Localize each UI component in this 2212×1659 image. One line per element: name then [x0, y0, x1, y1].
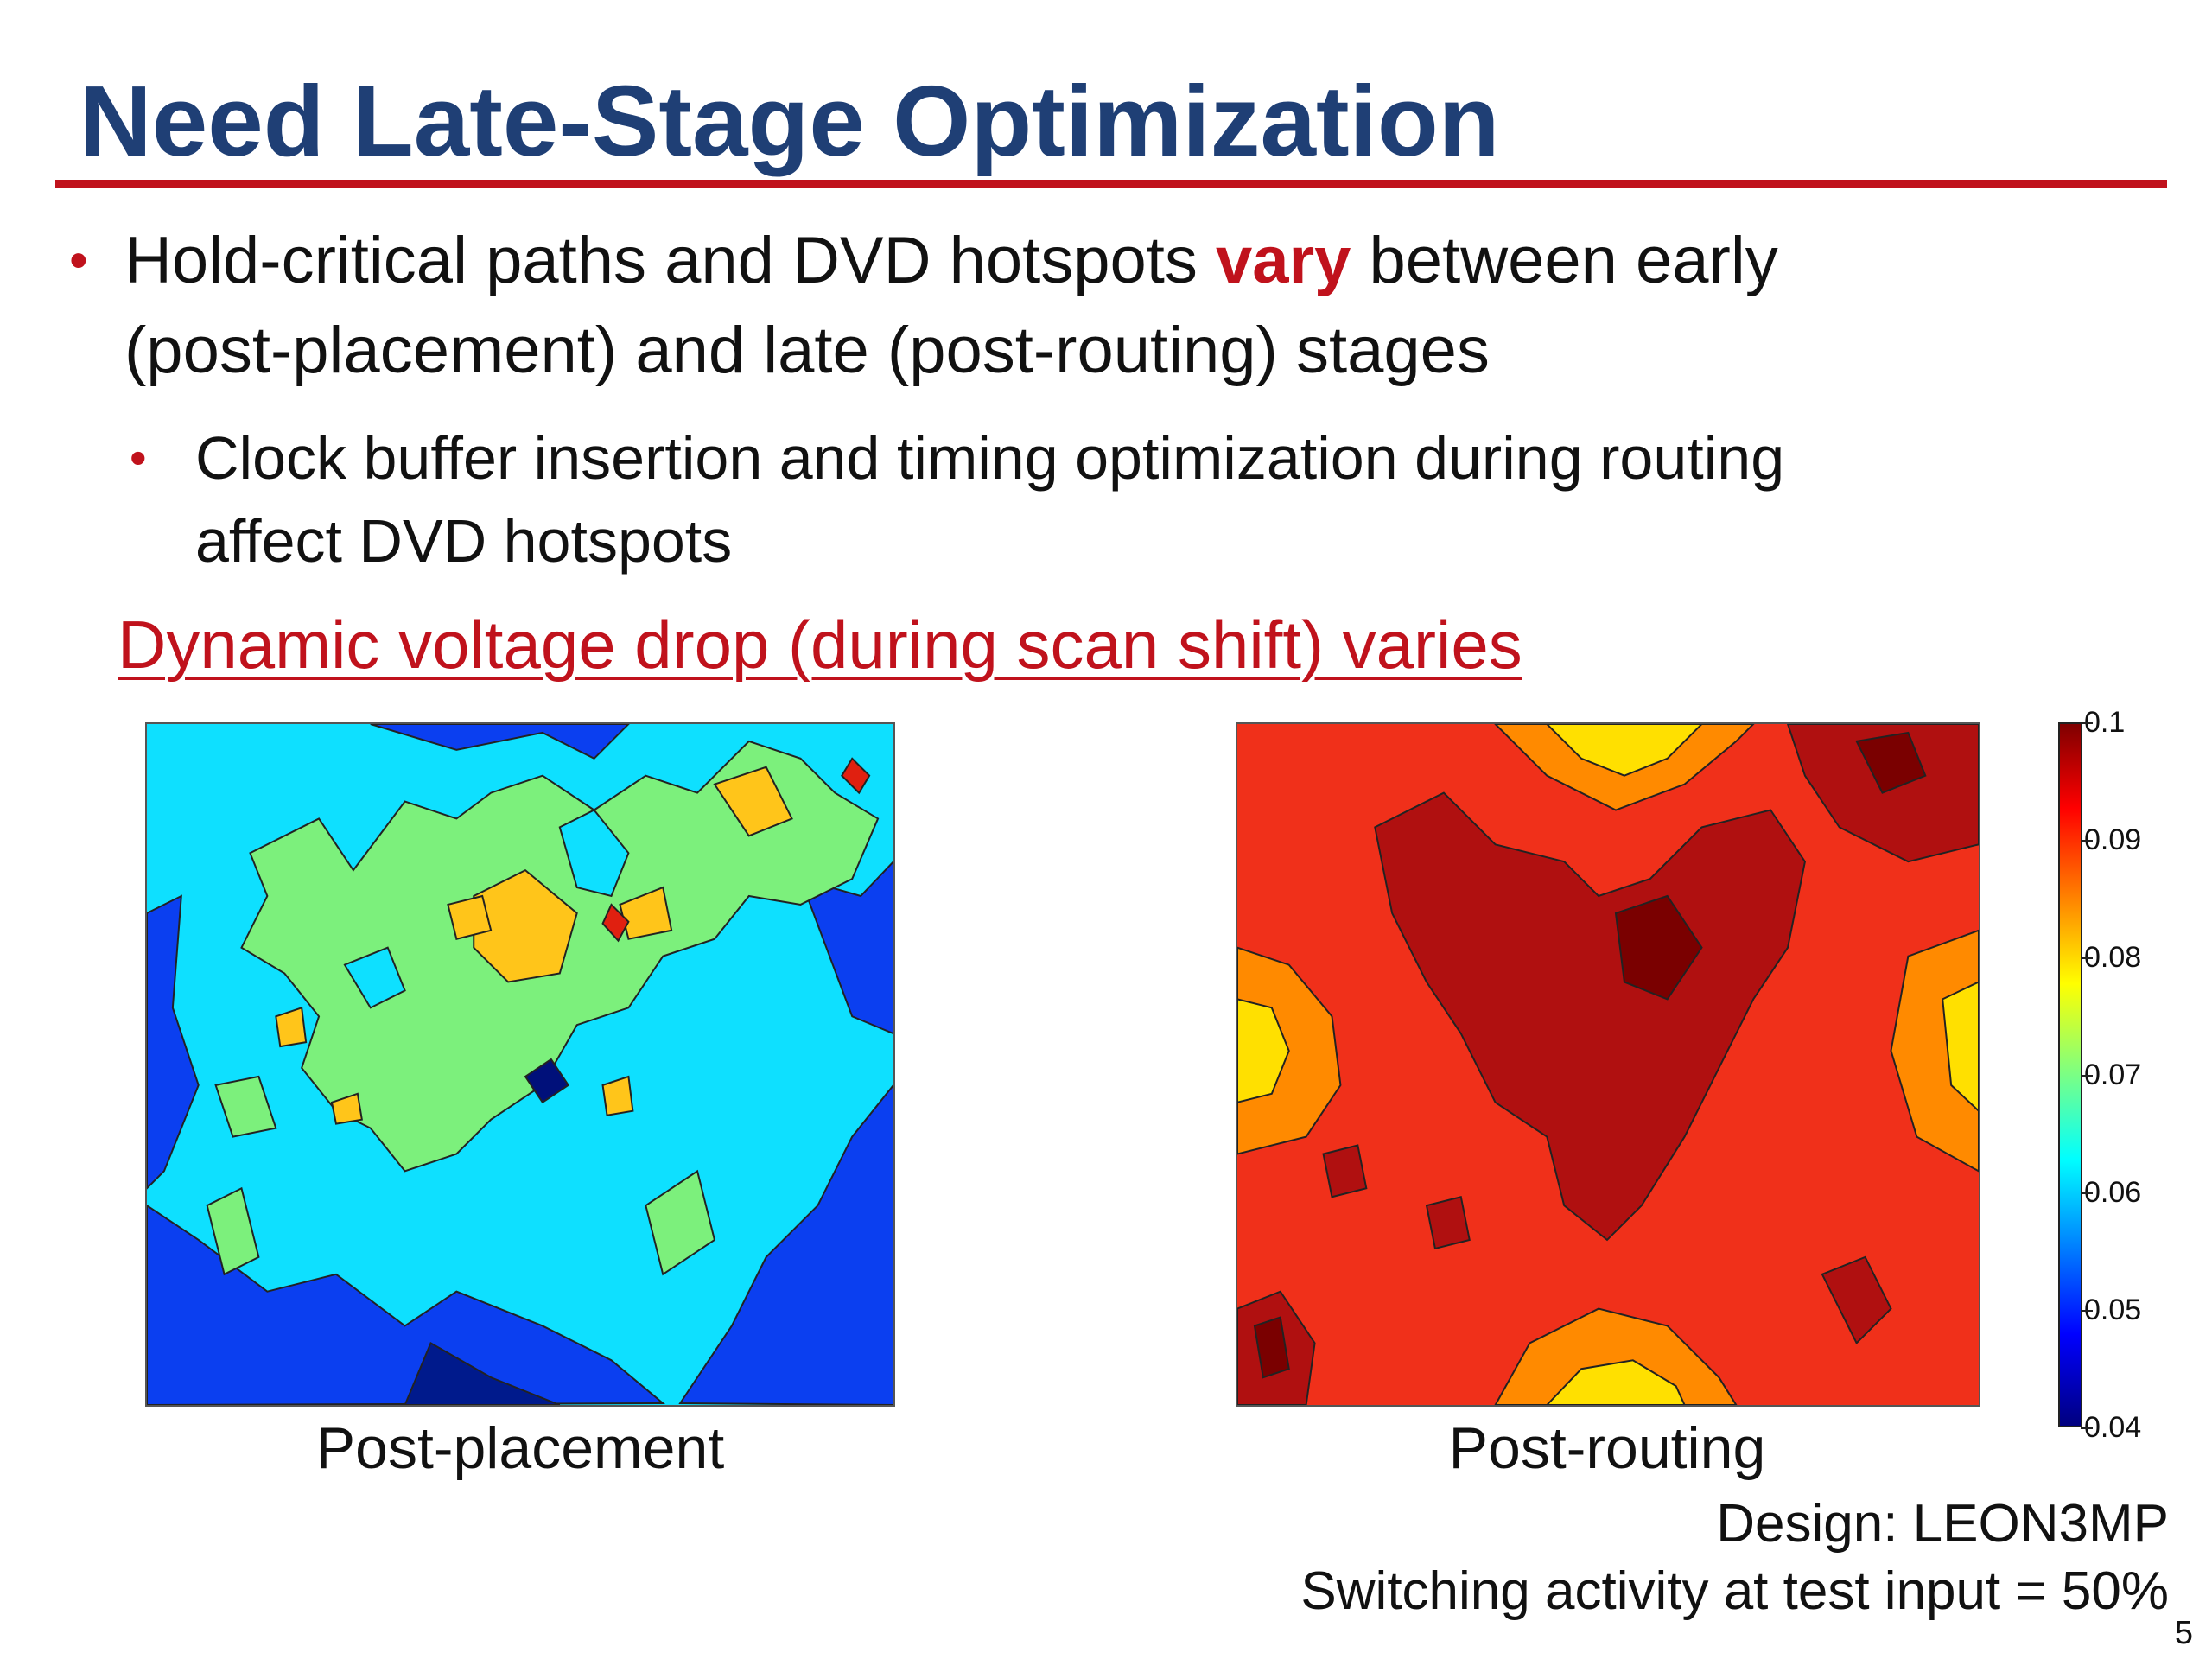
contour-level [1425, 1196, 1471, 1250]
contour-level [524, 1058, 570, 1104]
contour-level [1942, 981, 1979, 1113]
contour-level [713, 766, 793, 837]
contour-level [558, 809, 630, 898]
page-number: 5 [2174, 1615, 2193, 1651]
contour-level [1545, 724, 1703, 777]
colorbar-tick-label: 0.08 [2080, 941, 2142, 974]
colorbar-tick-label: 0.04 [2080, 1411, 2142, 1444]
contour-level [1890, 929, 1979, 1173]
contour-level [275, 1007, 308, 1048]
contour-level [1237, 998, 1290, 1103]
contour-level [206, 1186, 260, 1276]
contour-level [1614, 894, 1703, 1001]
contour-level [447, 894, 493, 940]
bullet-line-2: (post-placement) and late (post-routing)… [124, 314, 1490, 387]
post-routing-contour-map [1236, 722, 1980, 1407]
colorbar [2058, 722, 2082, 1427]
contour-level [601, 1075, 634, 1116]
post-routing-contour-svg [1237, 724, 1979, 1405]
design-note: Design: LEON3MP [1716, 1494, 2169, 1554]
colorbar-tick-label: 0.06 [2080, 1176, 2142, 1209]
sub-bullet-line-2: affect DVD hotspots [195, 507, 733, 575]
colorbar-gradient [2060, 724, 2081, 1426]
contour-level [473, 868, 578, 983]
contour-level [147, 894, 200, 1190]
title-divider [55, 180, 2167, 188]
colorbar-tick-label: 0.09 [2080, 823, 2142, 856]
contour-level [214, 1075, 277, 1138]
sub-bullet-clock-buffer: • Clock buffer insertion and timing opti… [130, 416, 1785, 582]
contour-level [601, 903, 630, 943]
slide-title: Need Late-Stage Optimization [79, 65, 1500, 177]
contour-level [841, 757, 871, 795]
contour-level [343, 946, 406, 1009]
switching-activity-note: Switching activity at test input = 50% [1300, 1561, 2169, 1621]
colorbar-tick-label: 0.05 [2080, 1294, 2142, 1326]
bullet-dot: • [69, 231, 88, 290]
post-placement-contour-map [145, 722, 895, 1407]
contour-level [330, 1092, 363, 1125]
contour-level [1374, 791, 1806, 1242]
contour-level [1545, 1359, 1686, 1405]
sub-bullet-dot: • [130, 430, 147, 485]
emphasis-vary: vary [1216, 224, 1351, 297]
post-placement-contour-svg [147, 724, 893, 1405]
contour-level [798, 860, 893, 1035]
bullet-hold-critical: • Hold-critical paths and DVD hotspots v… [69, 216, 1778, 396]
contour-level [1855, 731, 1927, 794]
bullet-line-1: Hold-critical paths and DVD hotspots var… [124, 224, 1778, 297]
contour-level [1821, 1255, 1892, 1345]
sub-bullet-line-1: Clock buffer insertion and timing optimi… [195, 424, 1785, 492]
dvd-heading: Dynamic voltage drop (during scan shift)… [118, 607, 1522, 683]
contour-level [1322, 1144, 1368, 1198]
contour-level [645, 1169, 716, 1276]
colorbar-tick-label: 0.07 [2080, 1058, 2142, 1091]
post-placement-caption: Post-placement [315, 1415, 725, 1481]
contour-level [370, 724, 630, 760]
contour-level [1253, 1316, 1290, 1379]
contour-level [1494, 1307, 1738, 1405]
contour-level [678, 1084, 893, 1405]
contour-level [404, 1341, 561, 1405]
post-routing-caption: Post-routing [1448, 1415, 1766, 1481]
colorbar-tick-label: 0.1 [2080, 706, 2126, 739]
